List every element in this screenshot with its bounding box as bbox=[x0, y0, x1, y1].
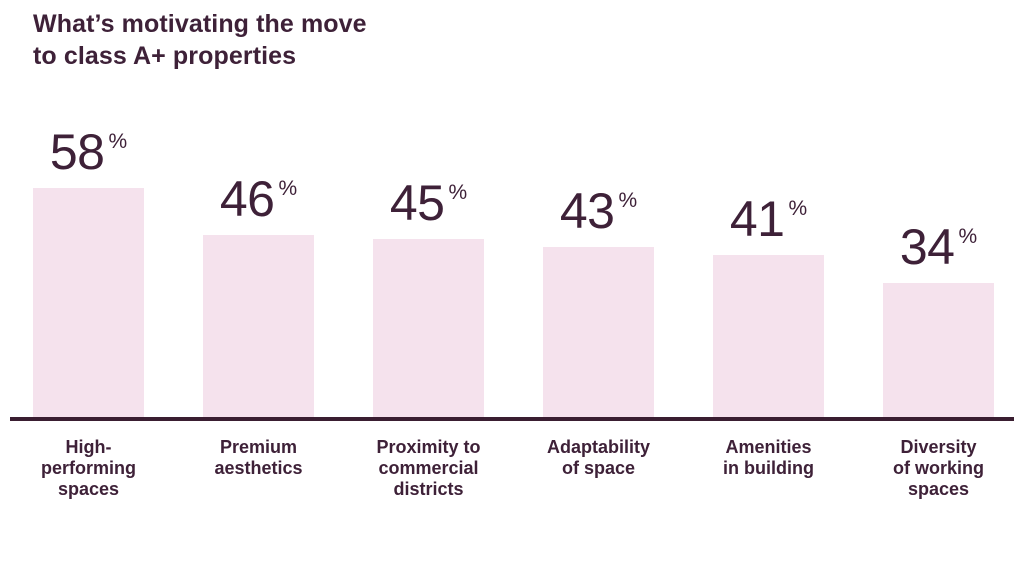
percent-sign: % bbox=[278, 177, 298, 200]
bar-category-label: Diversity of working spaces bbox=[893, 437, 984, 499]
bar-value-label: 46% bbox=[220, 174, 297, 224]
percent-sign: % bbox=[108, 130, 128, 153]
category-labels-row: High- performing spaces Premium aesthetic… bbox=[33, 437, 994, 500]
bar-value-label: 34% bbox=[900, 222, 977, 272]
bar-value-label: 43% bbox=[560, 186, 637, 236]
percent-sign: % bbox=[448, 181, 468, 204]
percent-sign: % bbox=[788, 197, 808, 220]
bar-category-label: Proximity to commercial districts bbox=[376, 437, 481, 499]
bar bbox=[713, 255, 824, 417]
bar-value-number: 58 bbox=[49, 124, 105, 180]
bar-chart: 58% 46% 45% 43% 41% 34% High- performing spac… bbox=[10, 0, 1014, 576]
chart-title: What’s motivating the move to class A+ p… bbox=[33, 10, 367, 70]
bar-value-label: 45% bbox=[390, 178, 467, 228]
bar-column: 45% bbox=[373, 178, 484, 417]
x-axis-line bbox=[10, 417, 1014, 421]
bar-column: 43% bbox=[543, 186, 654, 417]
bar bbox=[203, 235, 314, 417]
bar bbox=[883, 283, 994, 417]
bar-category-label: Amenities in building bbox=[723, 437, 814, 478]
bar-value-label: 58% bbox=[50, 127, 127, 177]
bar bbox=[373, 239, 484, 417]
bar-value-number: 46 bbox=[219, 171, 275, 227]
bar-column: 34% bbox=[883, 222, 994, 417]
bar-column: 41% bbox=[713, 194, 824, 417]
bar-value-number: 41 bbox=[729, 191, 785, 247]
bar-value-number: 45 bbox=[389, 175, 445, 231]
bars-container: 58% 46% 45% 43% 41% 34% bbox=[33, 0, 994, 417]
bar-column: 58% bbox=[33, 127, 144, 417]
percent-sign: % bbox=[958, 225, 978, 248]
bar-category-label: Adaptability of space bbox=[546, 437, 650, 478]
percent-sign: % bbox=[618, 189, 638, 212]
bar-column: 46% bbox=[203, 174, 314, 417]
bar-category-label: Premium aesthetics bbox=[214, 437, 303, 478]
bar-value-label: 41% bbox=[730, 194, 807, 244]
bar-category-label: High- performing spaces bbox=[40, 437, 136, 499]
bar-value-number: 43 bbox=[559, 183, 615, 239]
bar-value-number: 34 bbox=[899, 219, 955, 275]
bar bbox=[543, 247, 654, 417]
bar bbox=[33, 188, 144, 417]
